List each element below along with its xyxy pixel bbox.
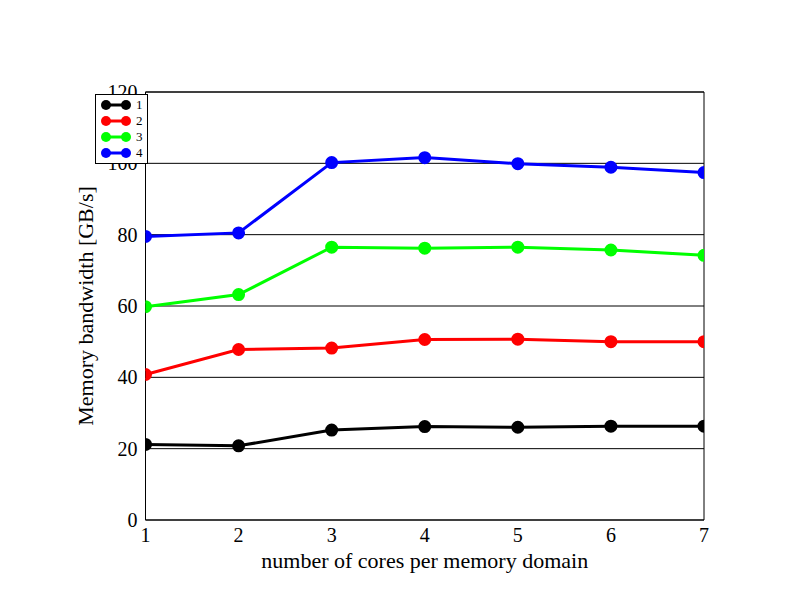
svg-text:number of cores per memory dom: number of cores per memory domain (261, 548, 588, 573)
svg-text:60: 60 (118, 295, 138, 317)
svg-text:Memory bandwidth [GB/s]: Memory bandwidth [GB/s] (73, 186, 98, 426)
svg-text:1: 1 (141, 524, 151, 546)
svg-text:100: 100 (108, 152, 138, 174)
svg-text:3: 3 (327, 524, 337, 546)
html-text:2: 2 (136, 113, 143, 128)
html-text:1: 1 (136, 97, 143, 112)
svg-text:4: 4 (420, 524, 430, 546)
svg-text:5: 5 (513, 524, 523, 546)
svg-text:40: 40 (118, 366, 138, 388)
svg-text:120: 120 (108, 81, 138, 103)
svg-text:7: 7 (699, 524, 709, 546)
html-text:4: 4 (136, 145, 143, 160)
svg-text:80: 80 (118, 224, 138, 246)
svg-text:20: 20 (118, 438, 138, 460)
svg-text:0: 0 (128, 509, 138, 531)
svg-text:6: 6 (606, 524, 616, 546)
svg-text:2: 2 (234, 524, 244, 546)
html-text:3: 3 (136, 129, 143, 144)
